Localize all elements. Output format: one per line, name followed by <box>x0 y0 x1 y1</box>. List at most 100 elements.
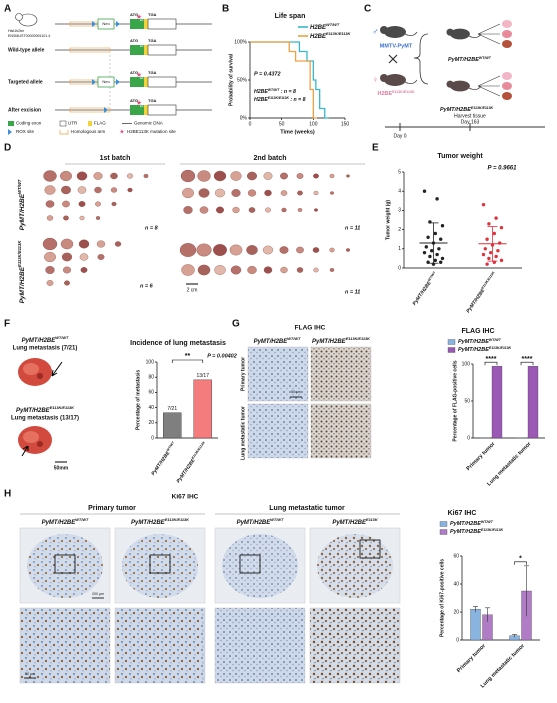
legend-arm <box>59 130 69 135</box>
y-tick-label: 60 <box>148 390 154 396</box>
legend-coding <box>8 121 14 126</box>
tumor-photo <box>196 243 212 257</box>
bar <box>193 379 212 439</box>
label-part: PyMT/H2BE <box>332 520 367 526</box>
tumor-photo <box>263 172 273 180</box>
tumor-photo <box>97 254 105 260</box>
panel-letter: E <box>372 143 379 154</box>
tumor-photo <box>62 200 70 208</box>
tissue-section <box>122 534 198 598</box>
label: Lung metastatic tumor <box>269 505 345 512</box>
sex-symbol: ♂ <box>372 26 379 36</box>
legend-label: PyMT/H2BEE113K/E113K <box>450 528 504 536</box>
legend-flag <box>88 121 92 126</box>
y-tick-label: 2 <box>398 227 401 233</box>
label: Harvest tissue <box>454 113 486 119</box>
tumor-photo <box>110 172 118 180</box>
chart-title: FLAG IHC <box>461 328 494 335</box>
label: n = 11 <box>345 289 360 295</box>
significance-bracket <box>171 359 204 363</box>
tumor-photo <box>61 252 73 262</box>
zoom-box <box>239 554 261 574</box>
data-point <box>430 249 434 253</box>
tumor-photo <box>79 215 85 221</box>
y-tick-label: 4 <box>398 189 401 195</box>
label: Day 163 <box>461 119 480 125</box>
tumor-photo <box>346 248 350 252</box>
tumor-photo <box>45 200 55 208</box>
label: 2 cm <box>187 287 198 293</box>
x-tick-label: 150 <box>341 121 350 127</box>
bar <box>479 437 491 439</box>
label-part: PyMT/H2BE <box>19 266 26 303</box>
arrow <box>21 445 29 457</box>
label: 50 µm <box>25 672 35 676</box>
tumor-photo <box>280 266 288 274</box>
cross <box>388 54 398 64</box>
bar <box>515 437 527 439</box>
y-axis-label: Percentage of FLAG-positive cells <box>452 360 458 441</box>
data-point <box>494 254 498 259</box>
label-part: E113K <box>366 517 379 522</box>
rox-site <box>92 79 96 85</box>
lung-photo <box>37 373 43 379</box>
tumor-photo <box>296 246 304 254</box>
label: ATG <box>130 98 138 103</box>
label-part: E113K/E113K <box>346 336 371 341</box>
label: Hist1h2be <box>8 29 24 33</box>
tumor-photo <box>96 240 106 248</box>
label-part: WT/WT <box>55 335 69 340</box>
label-part: H2BE <box>310 34 327 40</box>
mutation-star: ★ <box>136 13 142 21</box>
tumor-photo <box>213 244 227 256</box>
label-part: PyMT/H2BE <box>458 347 489 353</box>
tumor-photo <box>314 208 318 212</box>
label: PyMT/H2BEWT/WT <box>17 179 26 230</box>
flag <box>144 77 148 87</box>
label-part: PyMT/H2BE <box>131 520 166 526</box>
label-part: WT/WT <box>287 336 301 341</box>
flag <box>144 105 148 115</box>
label: ATG <box>130 70 138 75</box>
data-point <box>440 224 445 228</box>
label: PyMT/H2BEE113K/E113K <box>17 240 26 304</box>
tumor-photo <box>297 208 303 212</box>
p-value: P = 0.4372 <box>254 71 281 77</box>
mouse-tail <box>404 31 418 36</box>
label-part: PyMT/H2BE <box>458 339 489 345</box>
organ-icon <box>502 72 512 80</box>
data-point <box>483 247 487 251</box>
label-part: : n = 8 <box>279 89 296 95</box>
tumor-photo <box>346 174 350 178</box>
data-point <box>428 254 432 259</box>
label-part: E113K/E113K <box>268 96 290 100</box>
significance-bracket <box>514 561 527 565</box>
tumor-photo <box>263 266 273 274</box>
data-point <box>487 256 491 261</box>
legend-label: PyMT/H2BEWT/WT <box>458 338 502 346</box>
ihc-image <box>214 607 306 684</box>
homologous-arm <box>69 47 111 53</box>
chart-title: Ki67 IHC <box>448 510 477 517</box>
tissue-section <box>27 534 103 598</box>
data-point <box>499 225 504 230</box>
panel-letter: D <box>4 143 11 154</box>
panel-letter: H <box>4 489 11 500</box>
data-point <box>485 237 489 241</box>
tumor-photo <box>281 207 287 213</box>
value-label: 7/21 <box>167 406 177 412</box>
ihc-image <box>114 607 206 684</box>
label: E1 <box>140 44 144 48</box>
y-tick-label: 1 <box>398 246 401 252</box>
label: Targeted allele <box>8 79 43 85</box>
chart-title: Tumor weight <box>437 153 483 160</box>
data-point <box>481 202 486 207</box>
panel-letter: G <box>232 319 240 330</box>
legend-utr <box>59 120 67 127</box>
y-axis-label: Percentage of Ki67-positive cells <box>439 559 445 637</box>
label: n = 6 <box>140 283 154 289</box>
tumor-photo <box>214 265 226 275</box>
y-axis-label: Probability of survival <box>228 53 234 106</box>
data-point <box>481 252 486 257</box>
